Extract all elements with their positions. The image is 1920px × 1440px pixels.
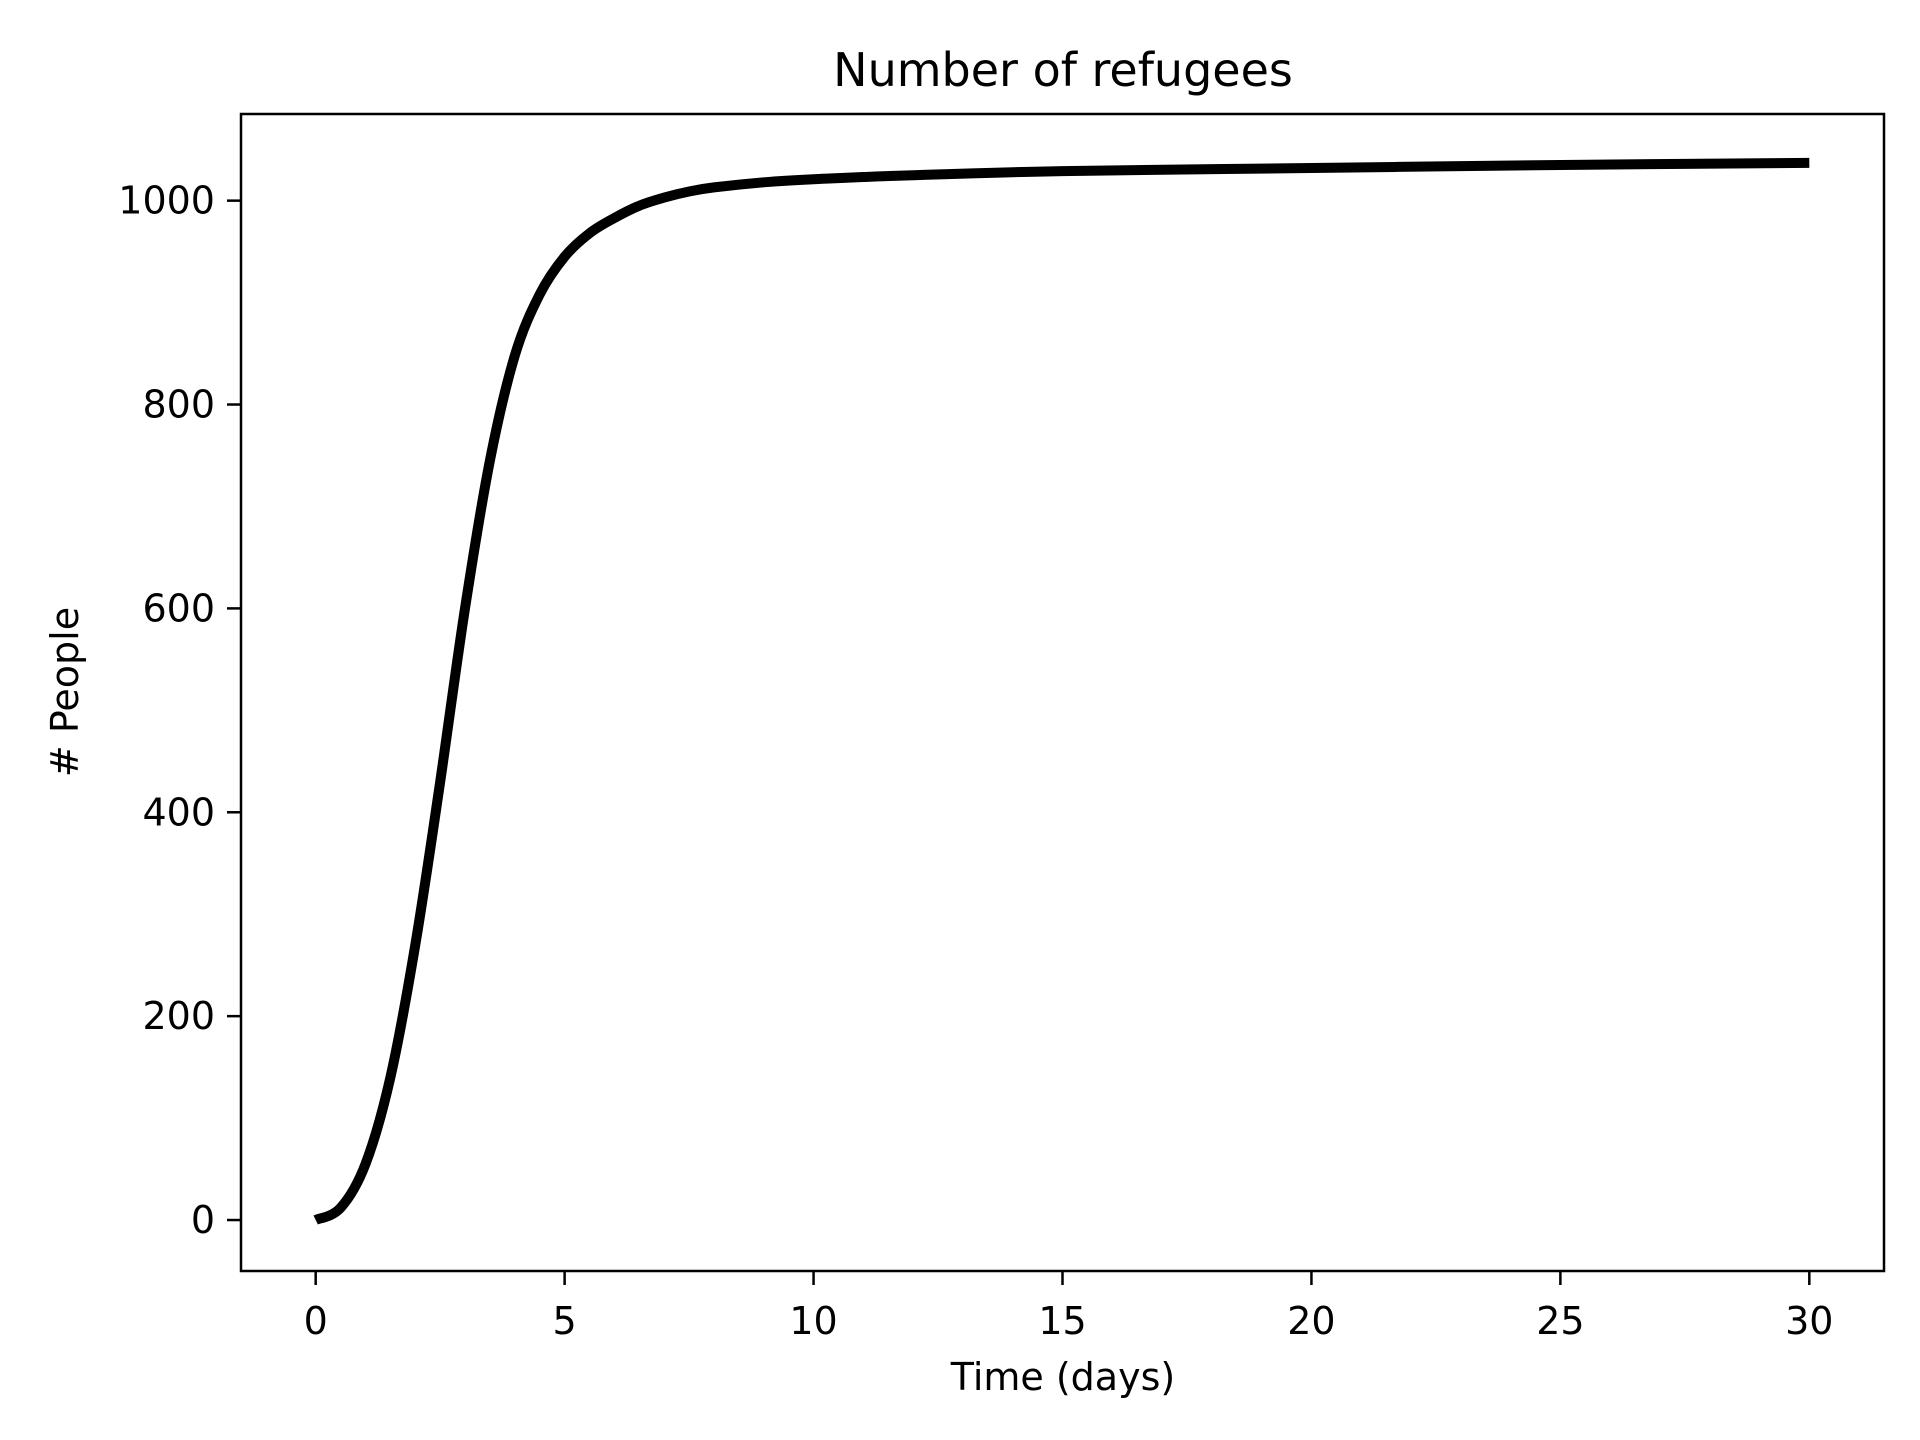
plot-area [313, 157, 1810, 1225]
y-axis: 0 200 400 600 800 1000 [118, 179, 241, 1242]
chart-title: Number of refugees [833, 43, 1293, 97]
x-tick-label: 25 [1536, 1299, 1584, 1343]
y-tick-label: 600 [142, 586, 215, 630]
y-tick-label: 800 [142, 383, 215, 427]
y-tick-label: 200 [142, 994, 215, 1038]
x-tick-label: 5 [553, 1299, 577, 1343]
x-axis-label: Time (days) [950, 1355, 1175, 1399]
y-tick-label: 0 [191, 1198, 215, 1242]
y-tick-label: 1000 [118, 179, 215, 223]
x-axis: 0 5 10 15 20 25 30 [304, 1271, 1833, 1343]
series-line-0 [313, 157, 1810, 1225]
x-tick-label: 0 [304, 1299, 328, 1343]
x-tick-label: 20 [1287, 1299, 1335, 1343]
y-axis-label: # People [43, 607, 87, 777]
y-tick-label: 400 [142, 790, 215, 834]
x-tick-label: 30 [1785, 1299, 1833, 1343]
x-tick-label: 15 [1038, 1299, 1086, 1343]
x-tick-label: 10 [789, 1299, 837, 1343]
